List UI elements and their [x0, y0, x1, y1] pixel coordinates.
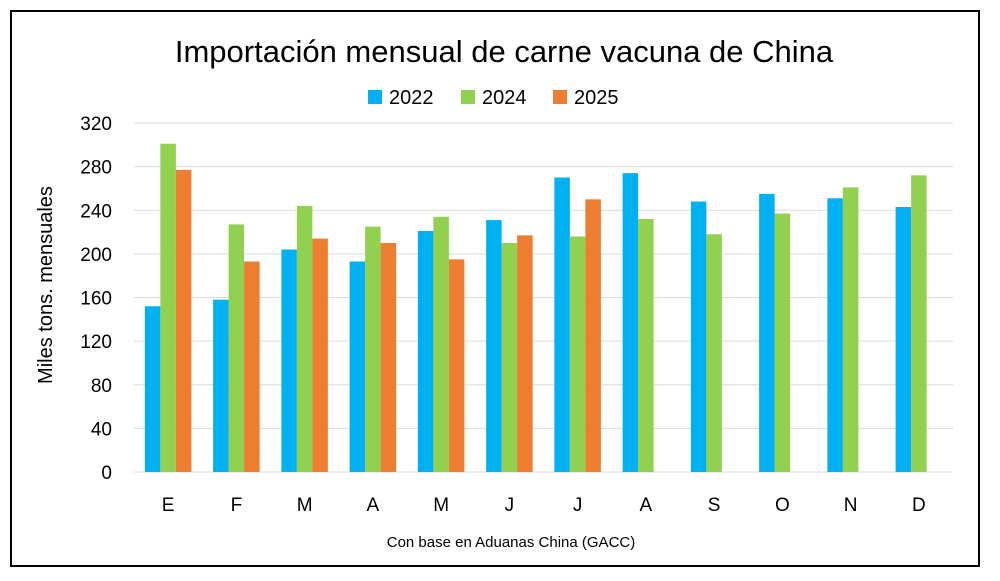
source-note: Con base en Aduanas China (GACC) [387, 534, 635, 551]
bar-2022 [213, 299, 229, 472]
x-tick-label: D [912, 495, 926, 516]
x-tick-label: S [708, 495, 721, 516]
y-tick-label: 0 [101, 463, 112, 484]
x-tick-label: J [573, 495, 583, 516]
bar-2024 [842, 187, 859, 473]
bar-2025 [448, 259, 465, 472]
y-tick-label: 160 [80, 289, 112, 310]
bar-2022 [417, 230, 434, 472]
bar-2024 [433, 216, 449, 472]
bar-2022 [895, 206, 912, 472]
x-tick-label: A [640, 495, 653, 516]
bar-2025 [380, 242, 397, 472]
bar-2024 [774, 213, 791, 472]
y-tick-label: 240 [80, 201, 112, 222]
bar-2024 [911, 175, 927, 472]
gridlines [134, 122, 953, 473]
bar-2022 [281, 249, 297, 472]
bars [144, 143, 927, 473]
x-tick-label: A [367, 495, 380, 516]
bar-2024 [296, 205, 313, 472]
bar-2022 [759, 193, 775, 472]
bar-2024 [365, 226, 381, 472]
bar-2022 [827, 198, 843, 473]
y-axis-ticks: 0 40 80 120 160 200 240 280 320 [80, 114, 112, 484]
bar-2024 [638, 218, 654, 472]
bar-2025 [244, 261, 260, 472]
bar-2022 [144, 306, 161, 472]
x-tick-label: N [844, 495, 858, 516]
y-tick-label: 320 [80, 114, 112, 135]
y-tick-label: 280 [80, 158, 112, 179]
x-tick-label: O [775, 495, 790, 516]
y-axis-label: Miles tons. mensuales [35, 186, 57, 384]
legend: 2022 2024 2025 [368, 87, 619, 109]
legend-label-2022: 2022 [389, 87, 434, 109]
legend-label-2024: 2024 [482, 87, 527, 109]
bar-2025 [312, 238, 328, 472]
y-tick-label: 80 [91, 376, 112, 397]
y-tick-label: 120 [80, 332, 112, 353]
legend-swatch-2022 [368, 90, 382, 104]
bar-2025 [175, 169, 192, 472]
legend-swatch-2025 [553, 90, 567, 104]
x-tick-label: E [162, 495, 175, 516]
legend-label-2025: 2025 [574, 87, 619, 109]
bar-2024 [160, 143, 176, 473]
bar-2024 [501, 242, 518, 472]
bar-2022 [622, 173, 639, 472]
bar-2024 [569, 236, 586, 472]
bar-2024 [706, 234, 722, 472]
y-tick-label: 40 [91, 419, 112, 440]
x-tick-label: M [297, 495, 313, 516]
bar-2022 [349, 261, 366, 472]
bar-2022 [554, 177, 570, 472]
y-tick-label: 200 [80, 245, 112, 266]
bar-2022 [690, 201, 707, 472]
bar-2022 [486, 220, 502, 472]
x-tick-label: M [433, 495, 449, 516]
x-tick-label: F [231, 495, 243, 516]
x-tick-label: J [505, 495, 515, 516]
chart-title: Importación mensual de carne vacuna de C… [175, 34, 834, 69]
bar-2025 [585, 199, 601, 472]
bar-2024 [228, 224, 245, 472]
legend-swatch-2024 [461, 90, 475, 104]
bar-2025 [517, 235, 533, 472]
